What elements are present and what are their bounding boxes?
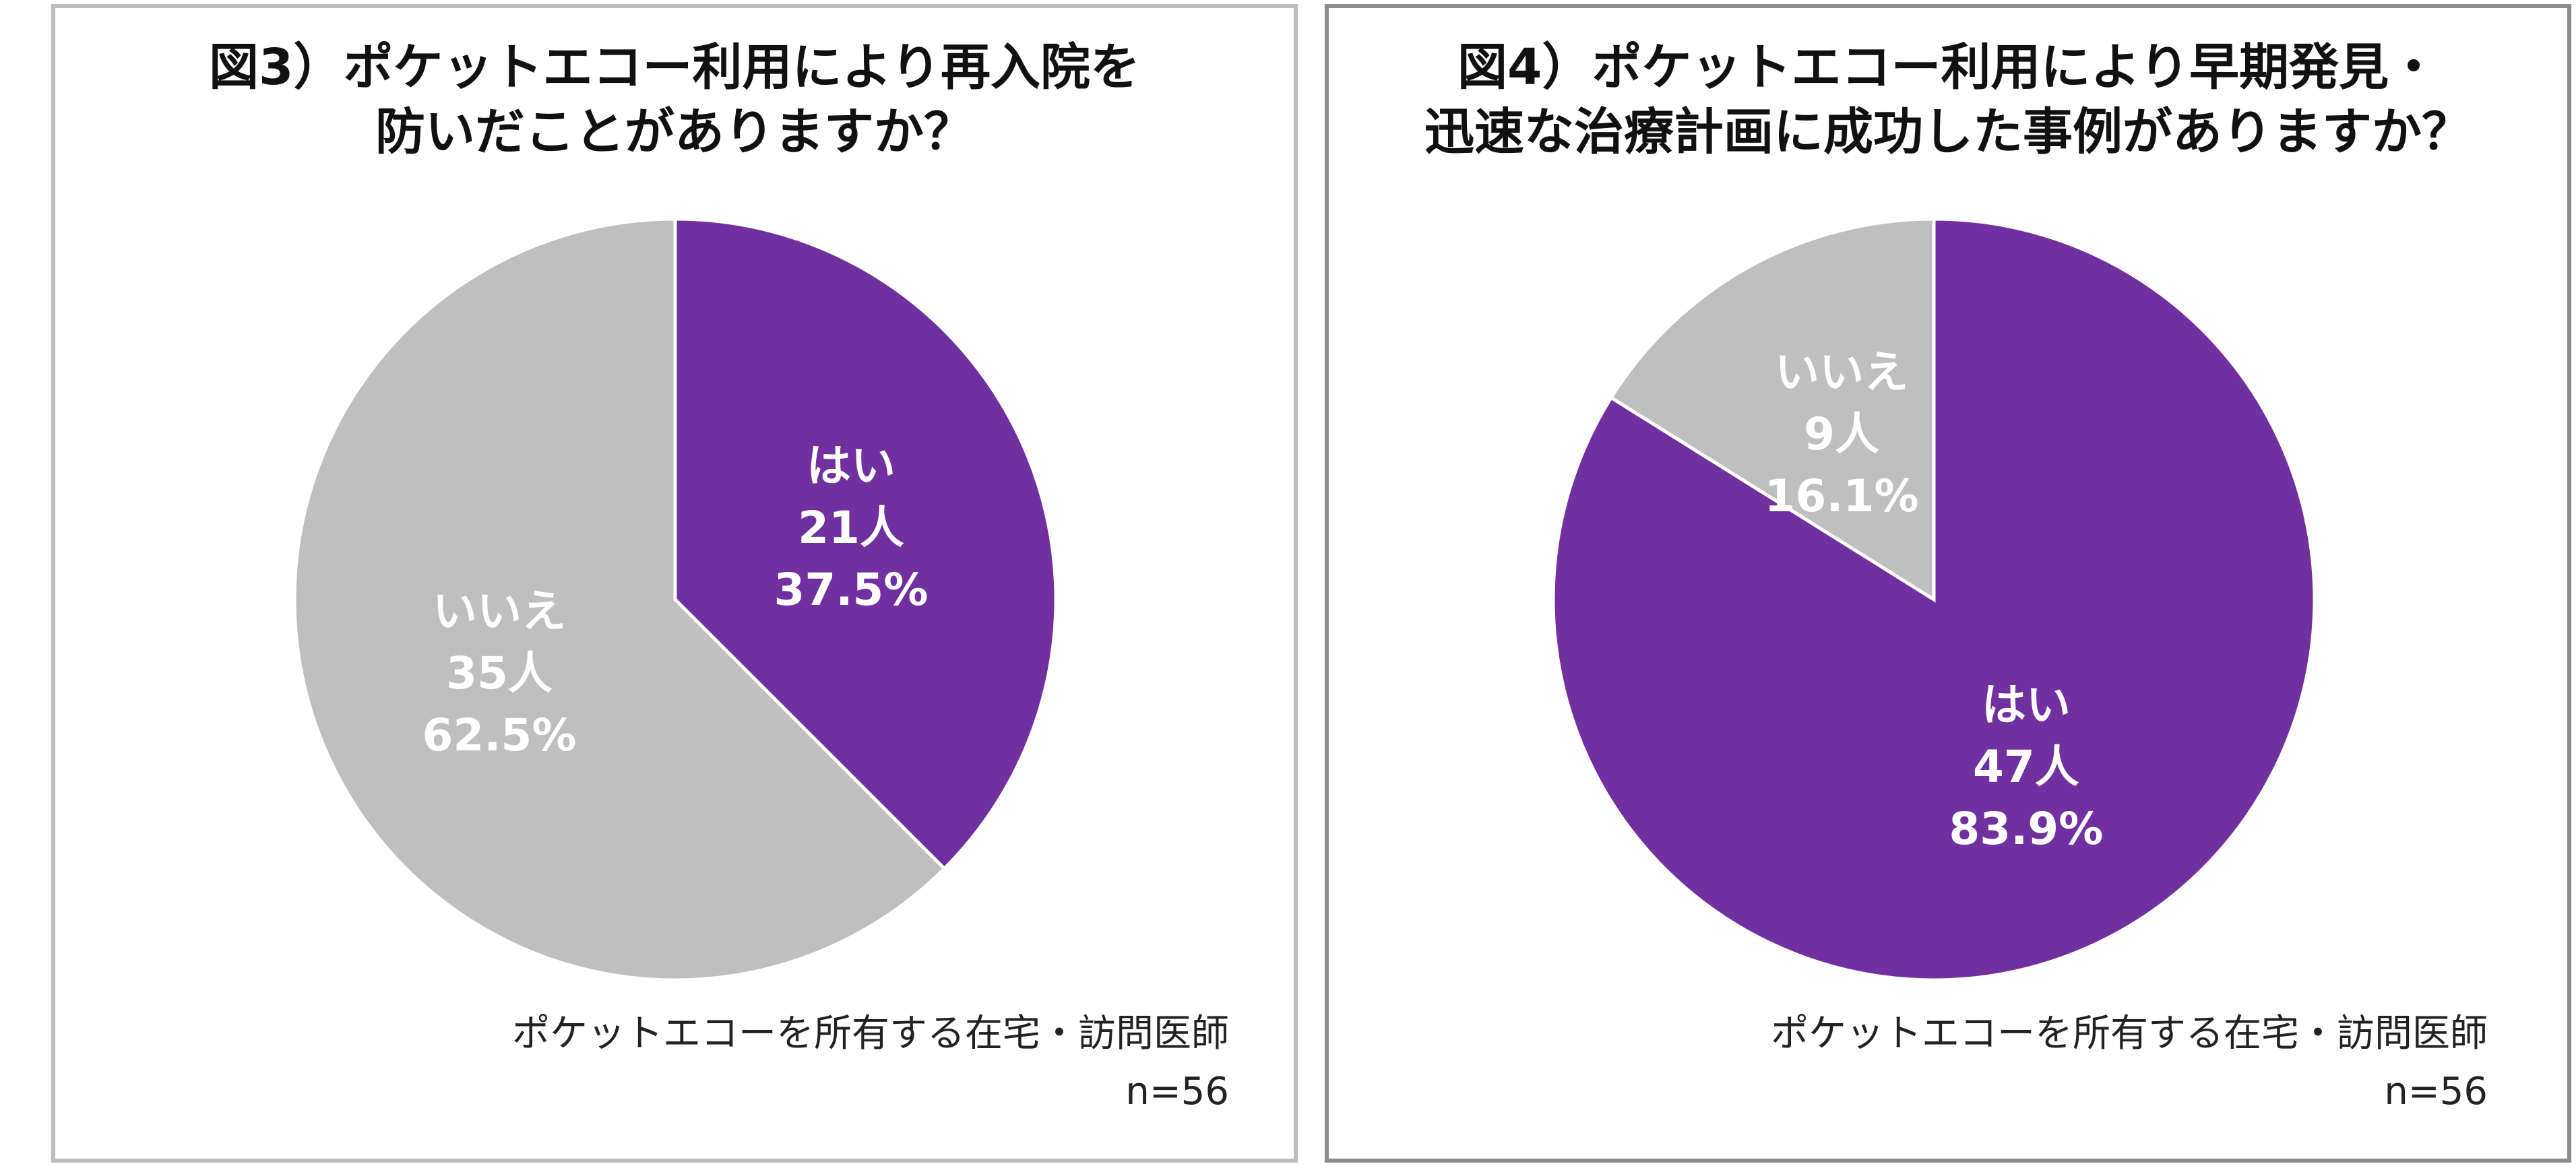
slice-yes-percent-label: 83.9% <box>1949 803 2103 855</box>
slice-no-label: いいえ <box>433 585 566 637</box>
chart-title: 図3）ポケットエコー利用により再入院を 防いだことがありますか？ <box>55 35 1294 164</box>
slice-yes-label: はい <box>807 440 896 492</box>
slice-no-percent-label: 62.5% <box>422 709 577 761</box>
chart-title-line-1: 図3）ポケットエコー利用により再入院を <box>208 38 1140 96</box>
sample-size: n=56 <box>1125 1070 1229 1113</box>
chart-title-line-1: 図4）ポケットエコー利用により早期発見・ <box>1457 38 2439 96</box>
pie-chart-fig3: はい 21人 37.5% いいえ 35人 62.5% <box>292 217 1058 982</box>
chart-source-note: ポケットエコーを所有する在宅・訪問医師 n=56 <box>1612 1005 2488 1121</box>
chart-panel-fig3: 図3）ポケットエコー利用により再入院を 防いだことがありますか？ はい 21人 37… <box>51 4 1298 1163</box>
source-text: ポケットエコーを所有する在宅・訪問医師 <box>512 1012 1229 1056</box>
slice-yes-count-label: 47人 <box>1973 741 2079 793</box>
source-text: ポケットエコーを所有する在宅・訪問医師 <box>1771 1012 2488 1056</box>
slice-no-percent-label: 16.1% <box>1765 470 1919 522</box>
slice-no-count-label: 9人 <box>1804 408 1879 460</box>
slice-no-label: いいえ <box>1775 346 1908 398</box>
sample-size: n=56 <box>2384 1070 2488 1113</box>
pie-slice-yes <box>673 217 1058 872</box>
pie-slice-no <box>1608 217 1936 603</box>
chart-title-line-2: 防いだことがありますか？ <box>375 103 974 161</box>
slice-yes-percent-label: 37.5% <box>774 564 929 616</box>
pie-chart-fig4: はい 47人 83.9% いいえ 9人 16.1% <box>1551 217 2317 982</box>
chart-source-note: ポケットエコーを所有する在宅・訪問医師 n=56 <box>353 1005 1229 1121</box>
chart-title-line-2: 迅速な治療計画に成功した事例がありますか？ <box>1424 103 2472 161</box>
pie-slice-no <box>292 217 947 982</box>
chart-title: 図4）ポケットエコー利用により早期発見・ 迅速な治療計画に成功した事例があります… <box>1329 35 2567 164</box>
slice-yes-count-label: 21人 <box>798 502 904 554</box>
chart-panel-fig4: 図4）ポケットエコー利用により早期発見・ 迅速な治療計画に成功した事例があります… <box>1325 4 2571 1163</box>
slice-yes-label: はい <box>1982 679 2071 731</box>
slice-no-count-label: 35人 <box>446 647 553 699</box>
